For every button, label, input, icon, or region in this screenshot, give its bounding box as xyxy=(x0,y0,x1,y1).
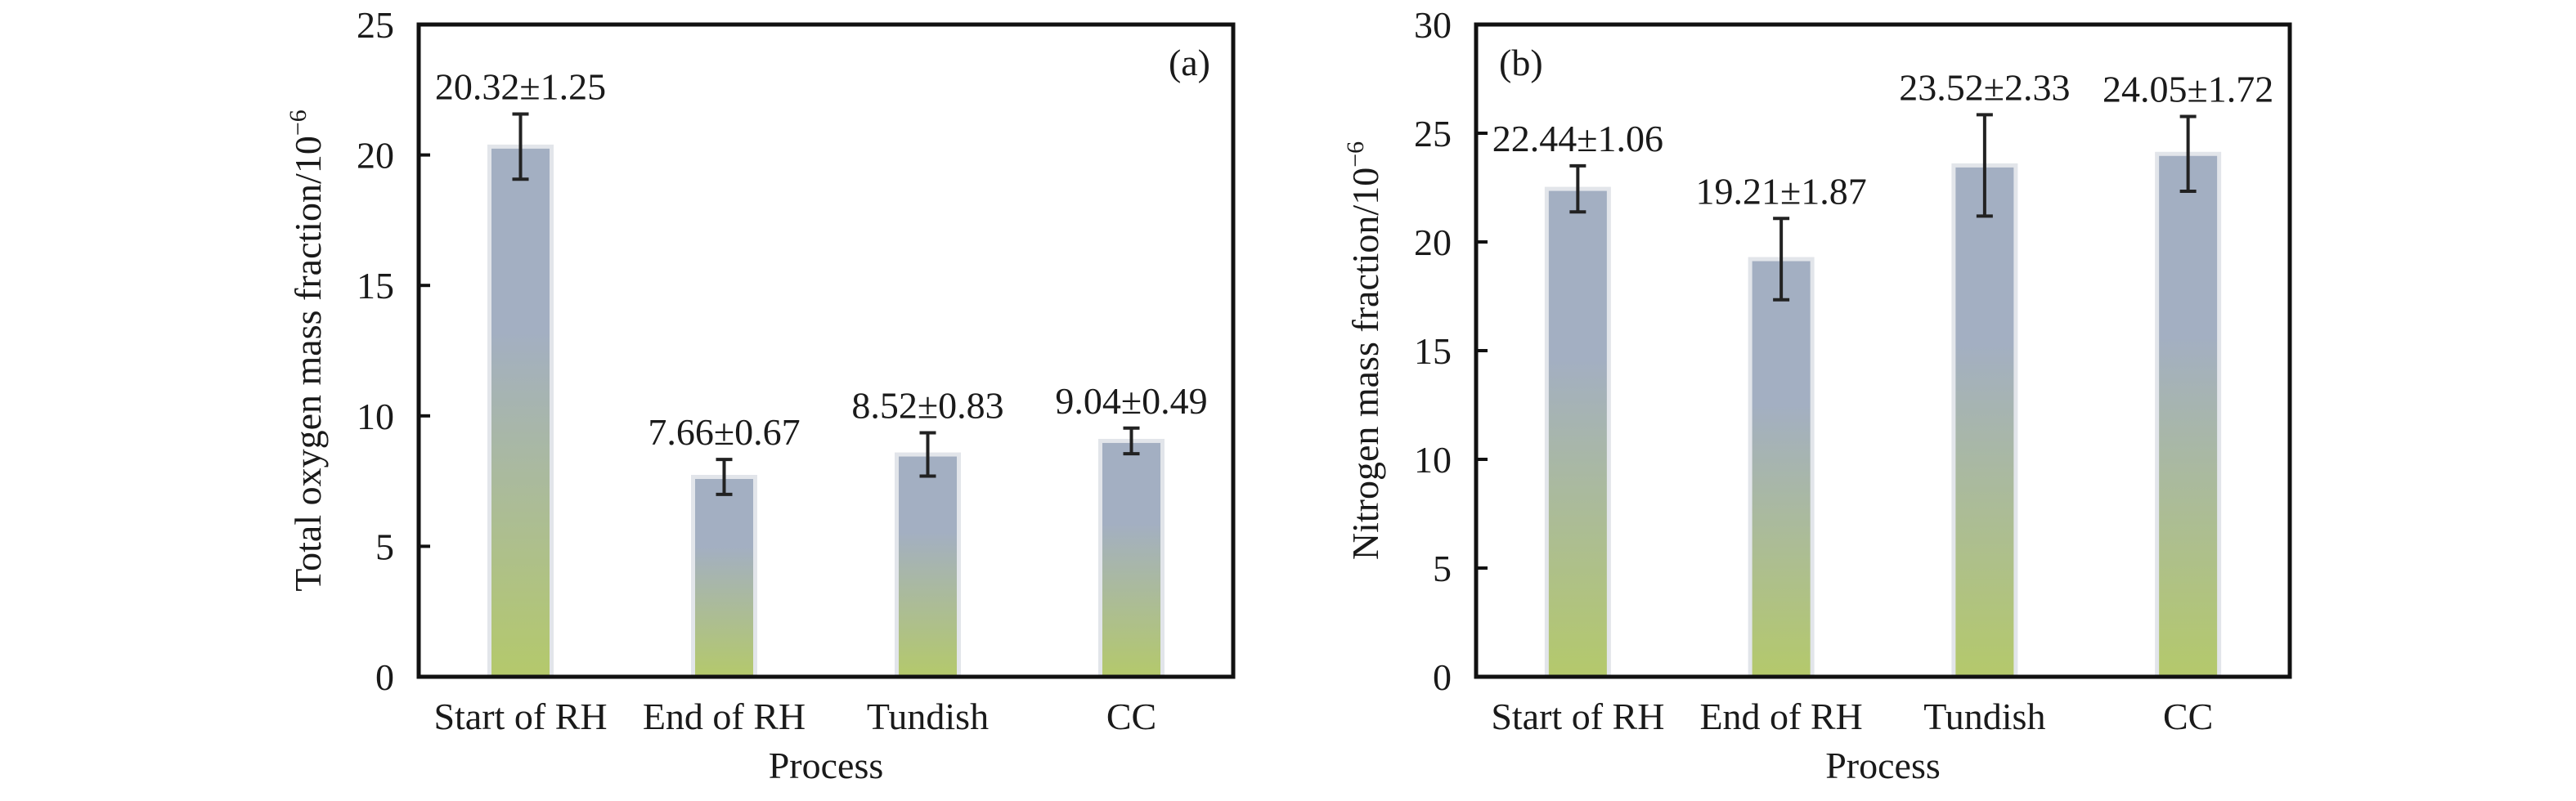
bar xyxy=(2155,151,2222,679)
y-tick-label: 5 xyxy=(1433,548,1452,589)
x-tick-label: Start of RH xyxy=(1491,696,1664,737)
x-tick-label: Start of RH xyxy=(433,696,607,737)
bar xyxy=(1951,163,2018,679)
y-tick-label: 15 xyxy=(1414,330,1452,372)
bar xyxy=(1748,257,1815,679)
bar xyxy=(895,452,961,679)
y-tick-label: 15 xyxy=(357,265,394,307)
x-tick-label: Tundish xyxy=(867,696,989,737)
x-tick-label: End of RH xyxy=(1699,696,1862,737)
y-tick-label: 25 xyxy=(357,4,394,46)
y-axis-title-exponent: −6 xyxy=(285,110,312,136)
panel-label: (a) xyxy=(1169,42,1210,83)
x-tick-label: CC xyxy=(1106,696,1156,737)
y-tick-label: 20 xyxy=(1414,222,1452,263)
y-tick-label: 10 xyxy=(357,396,394,437)
y-axis-title: Nitrogen mass fraction/10−6 xyxy=(1342,141,1386,560)
data-label: 24.05±1.72 xyxy=(2103,69,2273,110)
y-tick-label: 5 xyxy=(375,526,394,567)
y-tick-label: 10 xyxy=(1414,439,1452,481)
x-tick-label: CC xyxy=(2163,696,2213,737)
bar xyxy=(1544,186,1611,679)
y-tick-label: 25 xyxy=(1414,113,1452,154)
y-tick-label: 0 xyxy=(375,656,394,698)
data-label: 8.52±0.83 xyxy=(851,385,1003,427)
panel-a: 20.32±1.25 Start of RH 7.66±0.67 End of RH 8… xyxy=(285,4,1236,786)
data-label: 7.66±0.67 xyxy=(648,411,800,453)
y-axis-title-text: Nitrogen mass fraction/10 xyxy=(1344,168,1386,560)
panel-b: 22.44±1.06 Start of RH 19.21±1.87 End of RH… xyxy=(1342,4,2292,786)
x-tick-label: Tundish xyxy=(1923,696,2045,737)
data-label: 19.21±1.87 xyxy=(1696,170,1867,212)
plot-frame xyxy=(416,22,1236,679)
data-label: 9.04±0.49 xyxy=(1055,380,1207,422)
bar xyxy=(487,144,554,679)
x-axis-title: Process xyxy=(769,745,884,786)
bar xyxy=(1098,438,1165,679)
panel-label: (b) xyxy=(1499,42,1543,83)
y-axis-title-text: Total oxygen mass fraction/10 xyxy=(287,136,329,592)
x-tick-label: End of RH xyxy=(643,696,806,737)
data-label: 22.44±1.06 xyxy=(1492,118,1663,159)
bar xyxy=(691,474,757,679)
data-label: 23.52±2.33 xyxy=(1899,66,2070,108)
y-tick-label: 20 xyxy=(357,135,394,177)
x-axis-title: Process xyxy=(1825,745,1941,786)
y-tick-label: 30 xyxy=(1414,4,1452,46)
y-axis-title: Total oxygen mass fraction/10−6 xyxy=(285,110,329,592)
y-axis-title-exponent: −6 xyxy=(1342,141,1369,168)
data-label: 20.32±1.25 xyxy=(435,65,606,107)
y-tick-label: 0 xyxy=(1433,656,1452,698)
